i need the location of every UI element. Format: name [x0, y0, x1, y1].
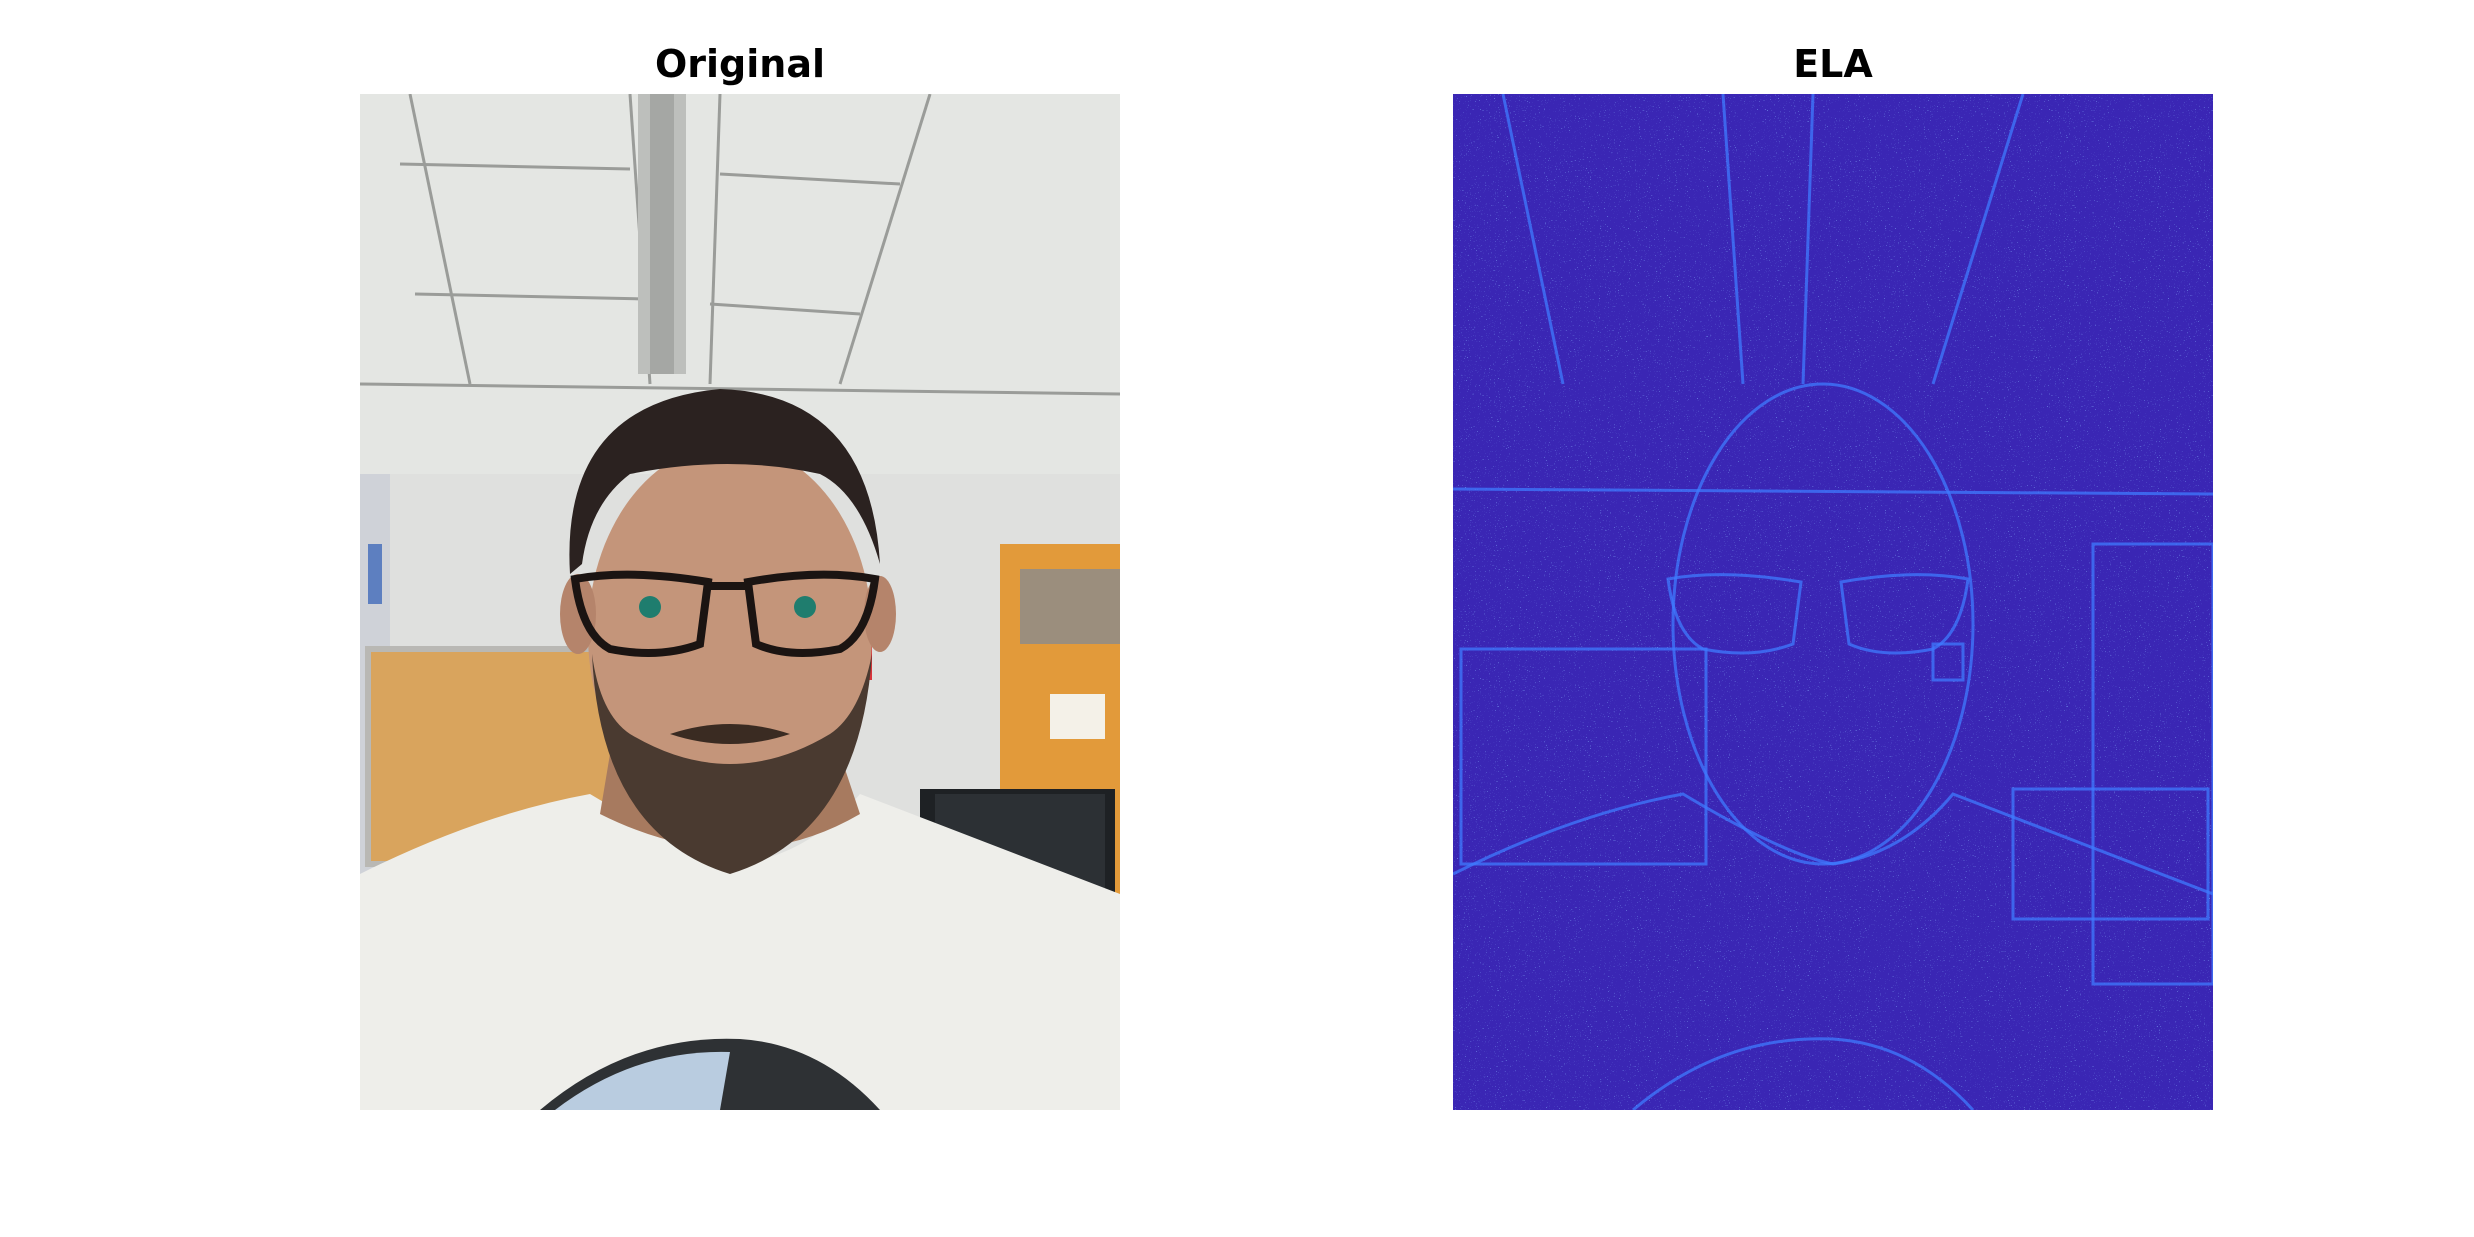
original-title: Original [654, 42, 826, 86]
ela-title: ELA [1793, 42, 1873, 86]
original-image [360, 94, 1120, 1110]
ela-image [1453, 94, 2213, 1110]
glasses [570, 570, 880, 657]
